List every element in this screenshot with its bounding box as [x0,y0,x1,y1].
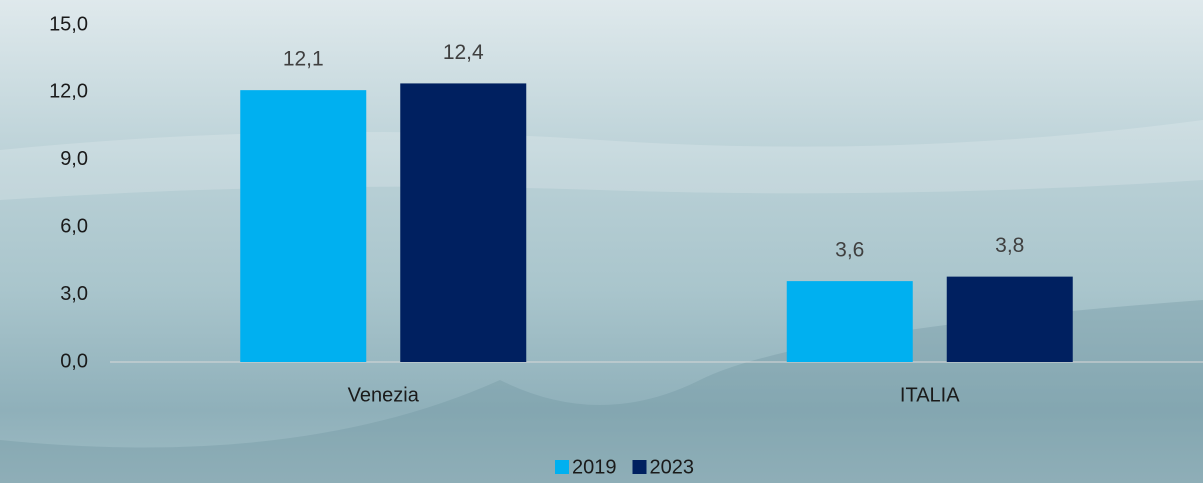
legend-label: 2023 [650,456,695,478]
y-tick-label: 0,0 [60,350,88,372]
data-label: 12,1 [283,48,324,71]
data-label: 12,4 [443,41,484,64]
bar [240,90,367,363]
legend-label: 2019 [572,456,617,478]
bar [786,281,913,362]
bar [400,83,527,362]
y-tick-label: 3,0 [60,283,88,305]
bar [946,276,1073,362]
y-tick-label: 12,0 [49,81,88,103]
x-tick-label: ITALIA [900,384,960,406]
data-label: 3,8 [995,234,1024,257]
x-tick-label: Venezia [348,384,420,406]
y-tick-label: 9,0 [60,148,88,170]
y-tick-label: 6,0 [60,215,88,237]
legend-swatch [632,460,647,474]
y-tick-label: 15,0 [49,13,88,35]
data-label: 3,6 [835,239,864,262]
legend-swatch [555,460,569,474]
